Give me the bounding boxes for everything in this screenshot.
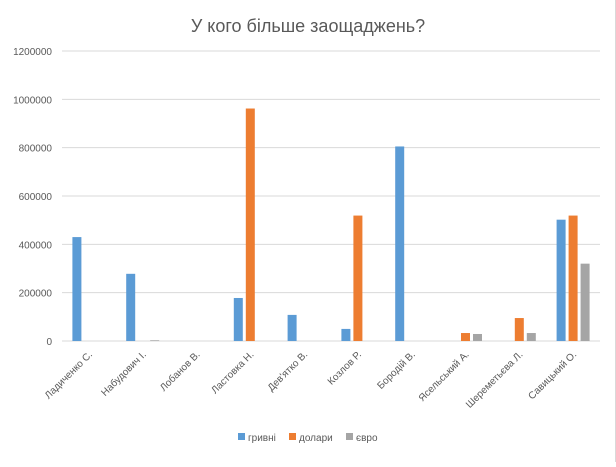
x-tick-label: Дев'ятко В.	[266, 349, 310, 393]
bar-uah	[72, 237, 82, 341]
y-tick-label: 1200000	[13, 47, 52, 58]
bar-eur	[526, 333, 536, 341]
x-tick-label: Ластовка Н.	[209, 349, 256, 396]
y-tick-label: 0	[46, 337, 52, 348]
bar-uah	[556, 219, 566, 341]
bar-usd	[461, 333, 470, 341]
bar-usd	[514, 318, 524, 341]
legend-swatch	[289, 433, 296, 440]
x-tick-label: Шереметьєва Л.	[464, 349, 525, 410]
bar-eur	[473, 333, 482, 341]
x-tick-label: Ладиченко С.	[43, 349, 95, 401]
bar-eur	[580, 263, 590, 341]
bar-usd	[245, 108, 255, 342]
bar-uah	[395, 146, 405, 341]
y-tick-label: 400000	[19, 240, 53, 251]
legend-label: гривні	[248, 433, 276, 444]
bar-usd	[568, 215, 578, 341]
bar-eur	[150, 340, 160, 341]
x-tick-label: Ясельський А.	[417, 349, 472, 404]
x-tick-label: Бородій В.	[375, 349, 417, 391]
y-tick-label: 200000	[19, 289, 53, 300]
chart-title: У кого більше заощаджень?	[191, 16, 425, 36]
legend-swatch	[238, 433, 245, 440]
bar-usd	[353, 215, 363, 341]
y-tick-label: 600000	[19, 192, 53, 203]
legend-swatch	[346, 433, 353, 440]
legend-label: долари	[299, 433, 333, 444]
legend-label: євро	[356, 433, 378, 444]
bar-uah	[233, 297, 243, 341]
x-tick-label: Козлов Р.	[326, 349, 364, 387]
x-tick-label: Савицький О.	[526, 349, 579, 402]
bar-uah	[341, 328, 351, 341]
x-tick-label: Лобанов В.	[157, 349, 202, 394]
y-tick-label: 800000	[19, 144, 53, 155]
x-tick-label: Набудович І.	[99, 349, 149, 399]
bar-uah	[287, 314, 297, 341]
y-tick-label: 1000000	[13, 95, 52, 106]
bar-uah	[126, 273, 136, 341]
